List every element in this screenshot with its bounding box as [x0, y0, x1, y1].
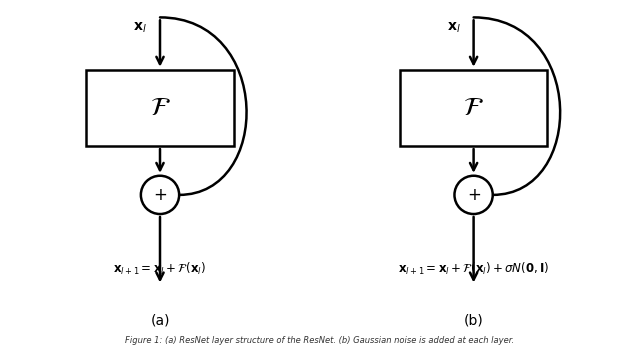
Text: $\mathbf{x}_l$: $\mathbf{x}_l$: [134, 21, 147, 35]
Text: $+$: $+$: [153, 186, 167, 204]
Text: (a): (a): [150, 313, 170, 327]
Bar: [400, 70, 547, 146]
Text: $\mathbf{x}_l$: $\mathbf{x}_l$: [447, 21, 461, 35]
Text: $\mathcal{F}$: $\mathcal{F}$: [150, 95, 170, 120]
Text: $+$: $+$: [467, 186, 481, 204]
Bar: [86, 70, 234, 146]
Text: $\mathbf{x}_{l+1} = \mathbf{x}_l + \mathcal{F}(\mathbf{x}_l)$: $\mathbf{x}_{l+1} = \mathbf{x}_l + \math…: [113, 261, 207, 277]
Ellipse shape: [141, 176, 179, 214]
Text: $\mathbf{x}_{l+1} = \mathbf{x}_l + \mathcal{F}(\mathbf{x}_l) + \sigma N(\mathbf{: $\mathbf{x}_{l+1} = \mathbf{x}_l + \math…: [398, 261, 549, 277]
Text: Figure 1: (a) ResNet layer structure of the ResNet. (b) Gaussian noise is added : Figure 1: (a) ResNet layer structure of …: [125, 335, 515, 345]
Text: $\mathcal{F}$: $\mathcal{F}$: [463, 95, 484, 120]
Text: (b): (b): [464, 313, 483, 327]
Ellipse shape: [454, 176, 493, 214]
